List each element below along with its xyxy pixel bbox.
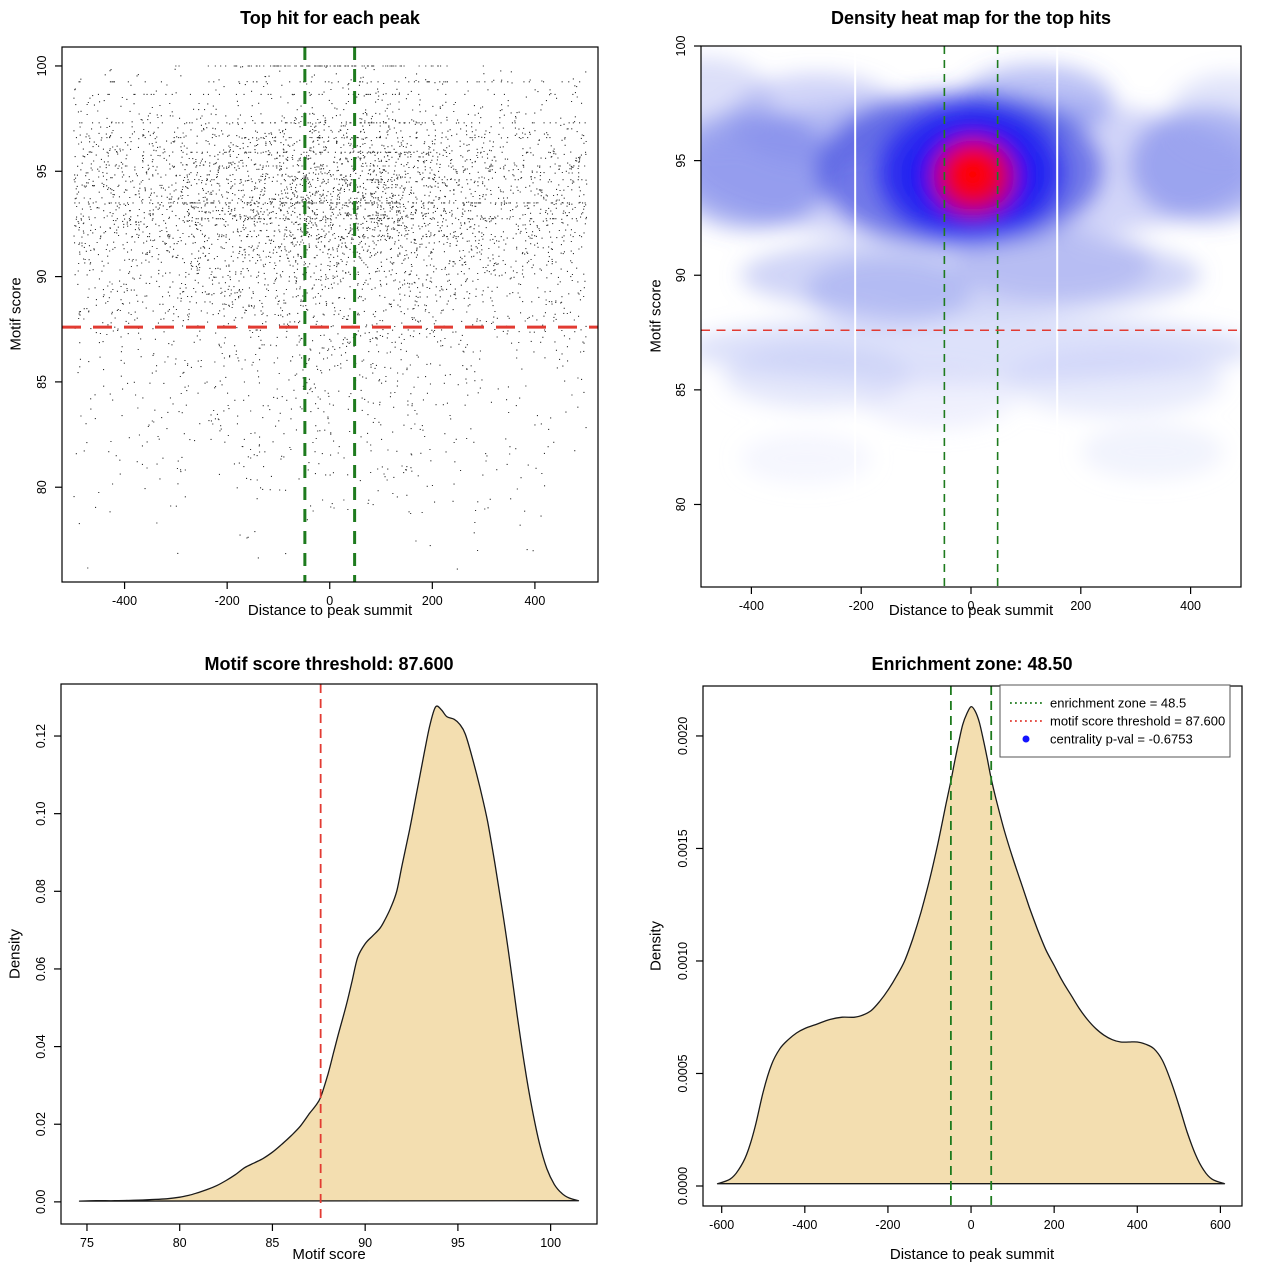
y-tick-label: 80 bbox=[35, 480, 49, 494]
plot-box bbox=[702, 685, 1243, 1207]
scatter-points bbox=[73, 65, 588, 570]
scatter-plot: -400 -200 0 200 400 80 85 90 95 100 bbox=[35, 46, 599, 608]
density-curve bbox=[716, 706, 1226, 1185]
x-axis-label: Distance to peak summit bbox=[889, 1246, 1055, 1263]
x-tick-label: -400 bbox=[792, 1218, 817, 1232]
y-tick-label: 0.0000 bbox=[676, 1167, 690, 1205]
x-tick-label: 200 bbox=[1044, 1218, 1065, 1232]
x-tick-label: 400 bbox=[524, 594, 545, 608]
legend-point-sample bbox=[1022, 735, 1030, 743]
legend: enrichment zone = 48.5 motif score thresh… bbox=[999, 684, 1231, 758]
legend-label: motif score threshold = 87.600 bbox=[1050, 714, 1225, 729]
y-tick-label: 0.00 bbox=[34, 1190, 48, 1214]
y-tick-label: 0.0010 bbox=[676, 942, 690, 980]
y-tick-label: 0.10 bbox=[34, 801, 48, 825]
x-tick-label: -600 bbox=[709, 1218, 734, 1232]
panel-enrichment-zone-density: -600 -400 -200 0 200 400 600 0.0000 0.0005 0.0010… bbox=[640, 640, 1280, 1280]
y-axis-label: Motif score bbox=[7, 277, 25, 351]
y-axis-label: Motif score bbox=[647, 279, 665, 353]
y-tick-label: 90 bbox=[35, 270, 49, 284]
y-tick-label: 0.02 bbox=[34, 1112, 48, 1136]
x-tick-label: 100 bbox=[540, 1236, 561, 1250]
y-tick-label: 0.06 bbox=[34, 957, 48, 981]
x-tick-label: -200 bbox=[875, 1218, 900, 1232]
x-tick-label: 400 bbox=[1180, 599, 1201, 613]
heatmap-plot: -400 -200 0 200 400 80 85 90 95 100 bbox=[674, 36, 1242, 613]
panel-motif-score-density: 75 80 85 90 95 100 0.00 0.02 0.04 0.06 0.08 0.10 0.1… bbox=[0, 640, 640, 1280]
x-axis-label: Distance to peak summit bbox=[247, 602, 413, 619]
y-tick-label: 0.0005 bbox=[676, 1054, 690, 1092]
x-tick-label: 75 bbox=[80, 1236, 94, 1250]
x-tick-label: -200 bbox=[849, 599, 874, 613]
enrichment-zone-density-plot: -600 -400 -200 0 200 400 600 0.0000 0.0005 0.0010… bbox=[676, 684, 1243, 1232]
x-tick-label: -400 bbox=[739, 599, 764, 613]
y-tick-label: 0.12 bbox=[34, 724, 48, 748]
x-tick-label: 90 bbox=[358, 1236, 372, 1250]
y-tick-label: 0.0020 bbox=[676, 717, 690, 755]
y-tick-label: 100 bbox=[35, 55, 49, 76]
y-tick-label: 90 bbox=[674, 268, 688, 282]
y-tick-label: 85 bbox=[35, 375, 49, 389]
y-tick-label: 100 bbox=[674, 36, 688, 57]
x-tick-label: 0 bbox=[326, 594, 333, 608]
panel-title: Enrichment zone: 48.50 bbox=[871, 654, 1073, 674]
y-tick-label: 95 bbox=[674, 154, 688, 168]
page-title: Top hit for each peak bbox=[240, 8, 420, 28]
density-curve bbox=[78, 705, 580, 1202]
plot-box bbox=[60, 683, 598, 1225]
x-tick-label: 85 bbox=[265, 1236, 279, 1250]
x-tick-label: 80 bbox=[173, 1236, 187, 1250]
motif-score-density-plot: 75 80 85 90 95 100 0.00 0.02 0.04 0.06 0.08 0.10 0.1… bbox=[34, 683, 598, 1250]
x-tick-label: 95 bbox=[451, 1236, 465, 1250]
y-tick-label: 95 bbox=[35, 164, 49, 178]
x-tick-label: 400 bbox=[1127, 1218, 1148, 1232]
x-tick-label: 0 bbox=[968, 1218, 975, 1232]
x-tick-label: -400 bbox=[112, 594, 137, 608]
y-axis-label: Density bbox=[647, 920, 665, 972]
y-tick-label: 80 bbox=[674, 497, 688, 511]
y-tick-label: 0.08 bbox=[34, 879, 48, 903]
y-tick-label: 85 bbox=[674, 383, 688, 397]
legend-label: enrichment zone = 48.5 bbox=[1050, 696, 1186, 711]
x-tick-label: 0 bbox=[968, 599, 975, 613]
y-tick-label: 0.04 bbox=[34, 1034, 48, 1058]
panel-title: Density heat map for the top hits bbox=[830, 8, 1112, 28]
x-tick-label: 200 bbox=[422, 594, 443, 608]
panel-top-hit-scatter: -400 -200 0 200 400 80 85 90 95 100 Top hit for e… bbox=[0, 0, 640, 640]
x-tick-label: 600 bbox=[1210, 1218, 1231, 1232]
y-tick-label: 0.0015 bbox=[676, 829, 690, 867]
panel-density-heatmap: -400 -200 0 200 400 80 85 90 95 100 Density heat … bbox=[640, 0, 1280, 640]
y-axis-label: Density bbox=[6, 928, 24, 980]
x-axis-label: Distance to peak summit bbox=[888, 602, 1054, 619]
panel-title: Motif score threshold: 87.600 bbox=[204, 654, 454, 674]
legend-label: centrality p-val = -0.6753 bbox=[1050, 732, 1193, 747]
x-axis-label: Motif score bbox=[292, 1246, 366, 1263]
x-tick-label: 200 bbox=[1070, 599, 1091, 613]
x-tick-label: -200 bbox=[215, 594, 240, 608]
plot-box bbox=[61, 46, 599, 583]
heatmap-density-blobs bbox=[701, 46, 1241, 587]
